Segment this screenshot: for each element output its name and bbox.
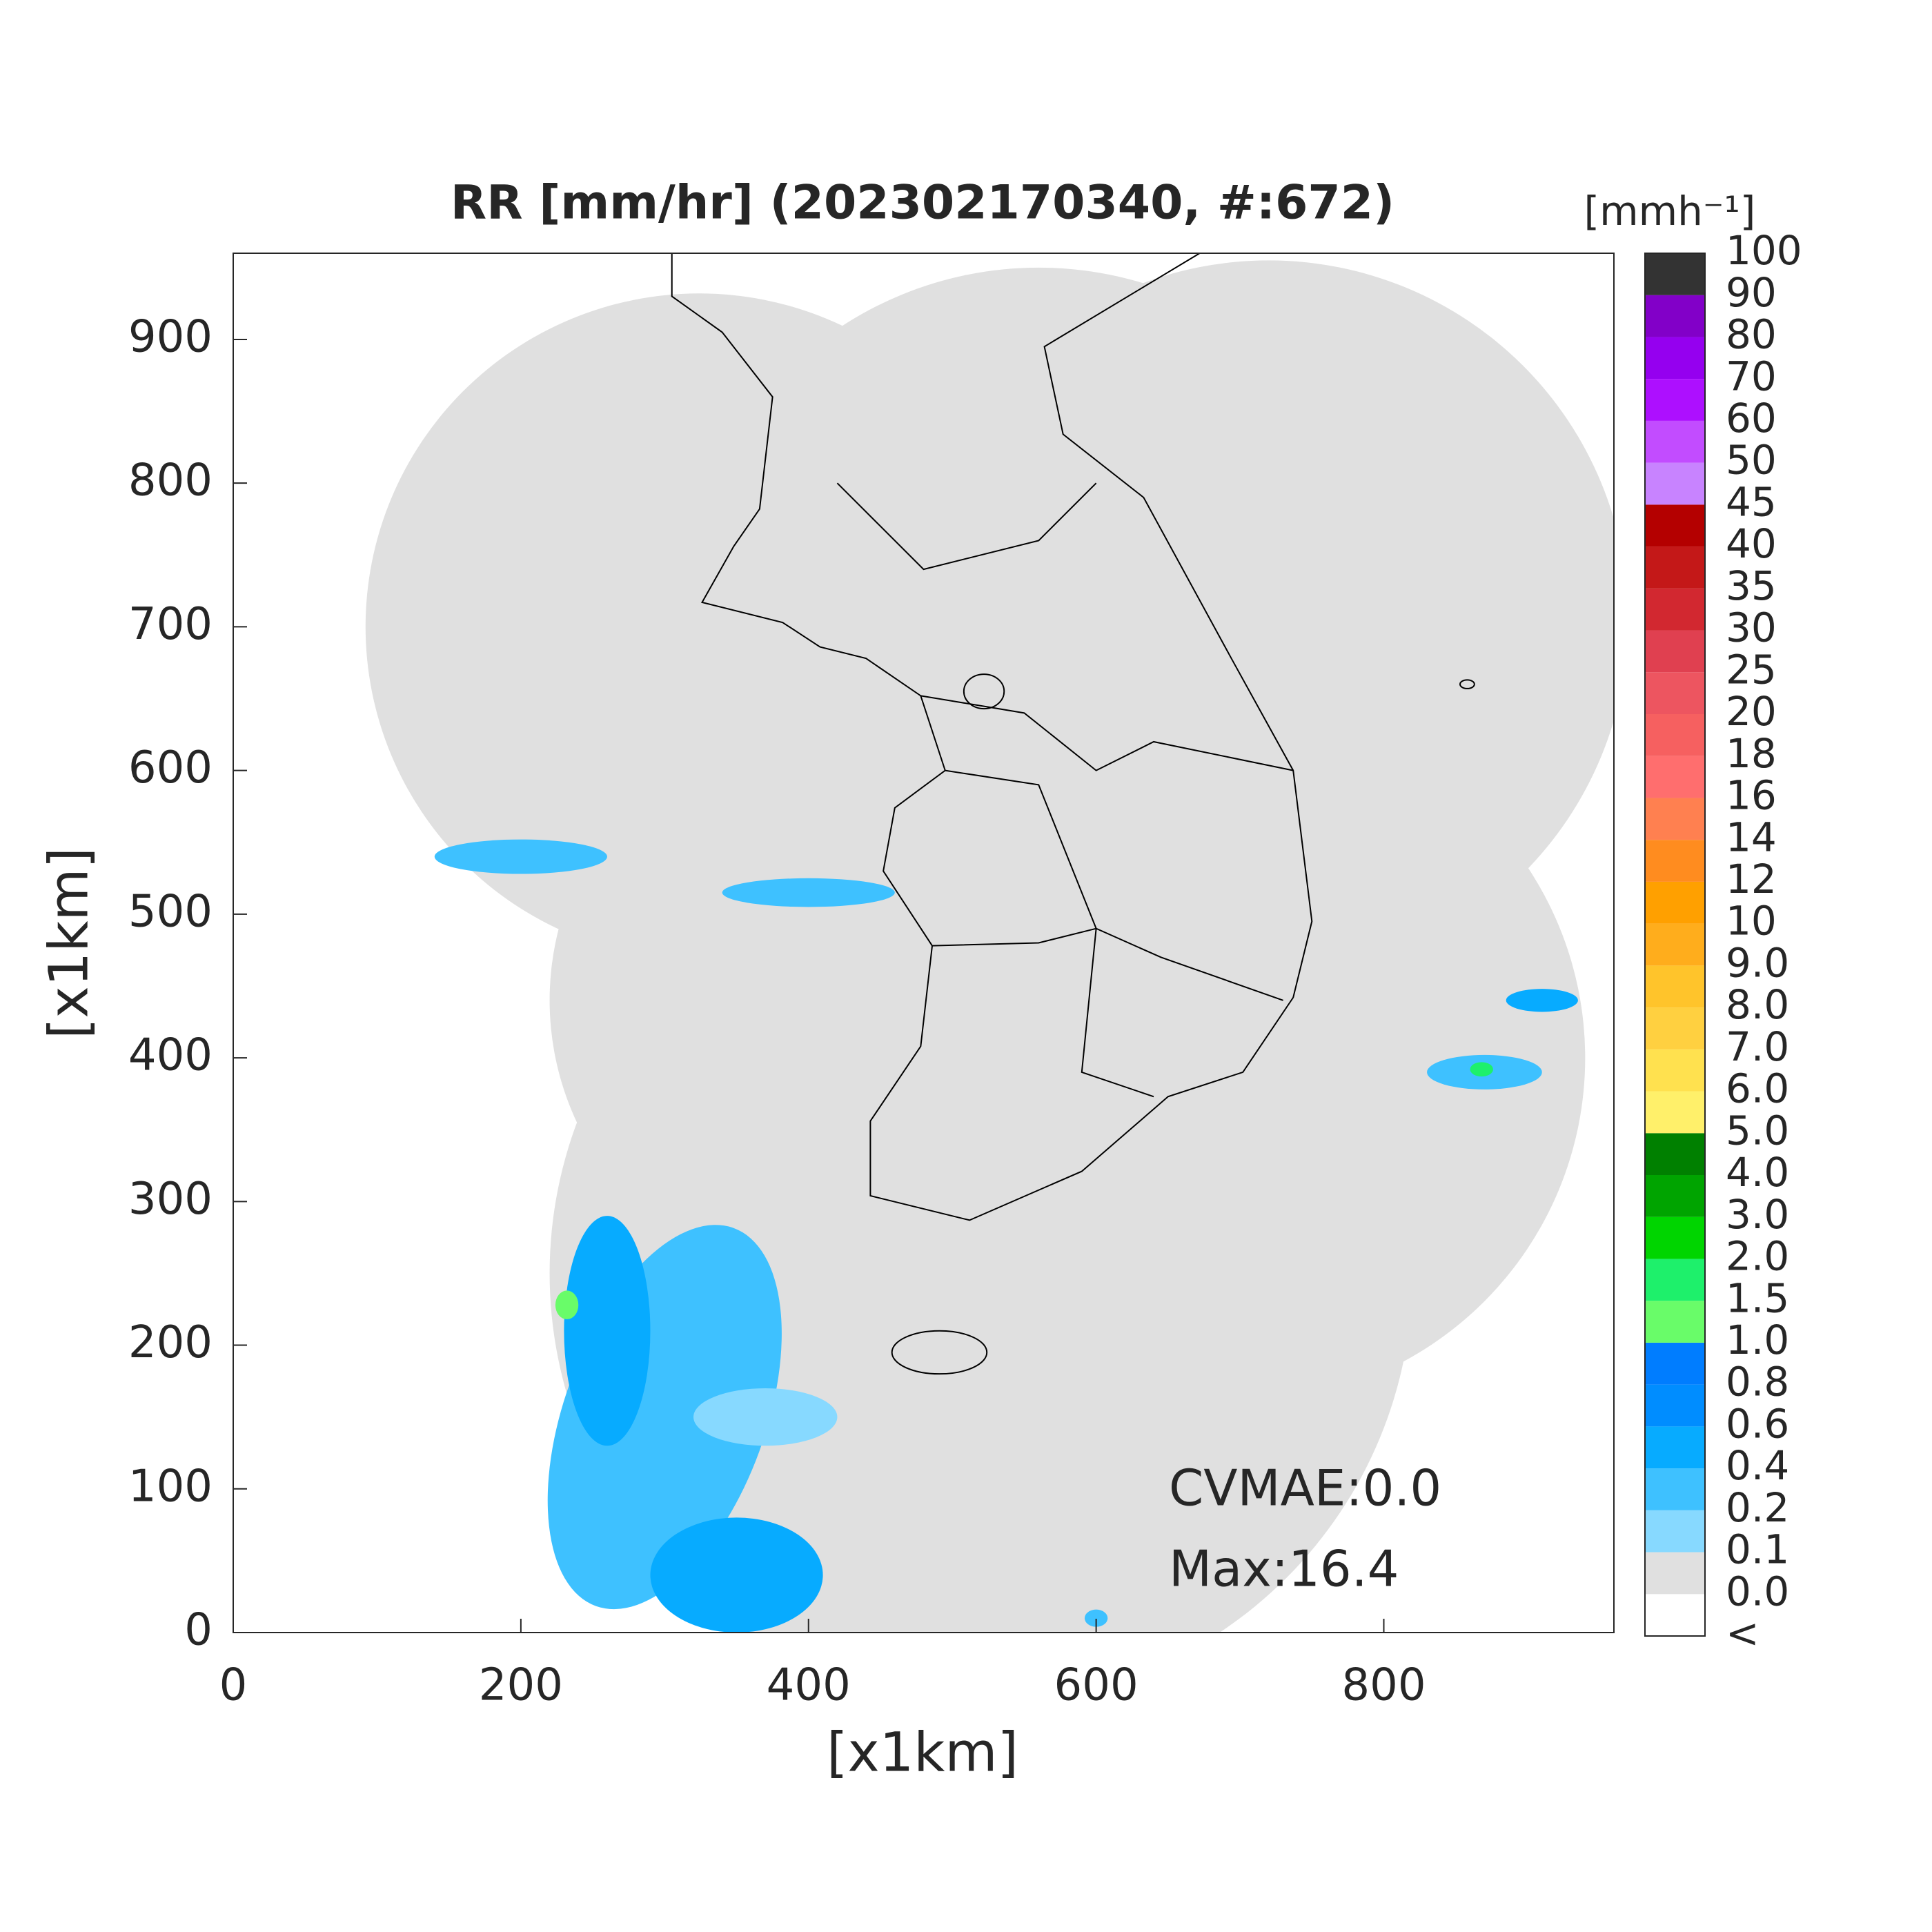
colorbar-segment (1645, 1594, 1705, 1636)
x-tick-label: 400 (767, 1660, 851, 1711)
colorbar-segment (1645, 253, 1705, 295)
colorbar-segment (1645, 1091, 1705, 1134)
y-tick-label: 0 (184, 1605, 213, 1656)
colorbar-tick-label: 7.0 (1726, 1023, 1789, 1070)
colorbar-segment (1645, 1510, 1705, 1552)
colorbar-tick-label: 70 (1726, 353, 1777, 400)
colorbar-segment (1645, 756, 1705, 798)
map-geometry (365, 253, 1614, 1633)
colorbar-tick-label: 9.0 (1726, 939, 1789, 986)
colorbar-segment (1645, 1468, 1705, 1510)
colorbar-segment (1645, 881, 1705, 924)
y-tick-label: 400 (128, 1030, 213, 1081)
colorbar-segment (1645, 588, 1705, 631)
colorbar-segment (1645, 923, 1705, 966)
colorbar-frame (1644, 253, 1706, 1637)
colorbar-tick-label: 0.8 (1726, 1359, 1789, 1406)
colorbar-tick-label: 0.1 (1726, 1526, 1789, 1573)
colorbar-tick-label: < (1726, 1610, 1759, 1657)
colorbar-segment (1645, 1259, 1705, 1301)
y-tick-label: 500 (128, 886, 213, 937)
coastline (672, 253, 1475, 1374)
colorbar-tick-label: 60 (1726, 395, 1777, 442)
colorbar-tick-label: 3.0 (1726, 1191, 1789, 1238)
colorbar-tick-label: 0.2 (1726, 1484, 1789, 1531)
colorbar-segment (1645, 1384, 1705, 1427)
colorbar-segment (1645, 965, 1705, 1008)
colorbar-segment (1645, 1342, 1705, 1385)
y-axis-label: [x1km] (38, 847, 100, 1039)
y-tick-label: 100 (128, 1461, 213, 1512)
precipitation (434, 839, 1578, 1633)
colorbar-tick-label: 8.0 (1726, 981, 1789, 1028)
colorbar-tick-label: 50 (1726, 437, 1777, 484)
colorbar-segment (1645, 337, 1705, 379)
colorbar-tick-label: 1.5 (1726, 1274, 1789, 1321)
x-tick-label: 800 (1341, 1660, 1426, 1711)
colorbar-tick-label: 35 (1726, 562, 1777, 609)
chart-title: RR [mm/hr] (202302170340, #:672) (451, 176, 1394, 230)
colorbar-tick-label: 100 (1726, 227, 1802, 274)
colorbar-segment (1645, 504, 1705, 547)
y-tick-label: 200 (128, 1317, 213, 1368)
colorbar-tick-label: 40 (1726, 520, 1777, 567)
colorbar-segment (1645, 840, 1705, 882)
colorbar-tick-label: 4.0 (1726, 1149, 1789, 1196)
colorbar-segment (1645, 1216, 1705, 1259)
colorbar-segment (1645, 630, 1705, 673)
y-tick-label: 700 (128, 599, 213, 650)
colorbar-tick-label: 25 (1726, 646, 1777, 693)
colorbar-tick-label: 20 (1726, 688, 1777, 735)
colorbar-segment (1645, 1007, 1705, 1049)
colorbar-segment (1645, 1133, 1705, 1175)
y-tick-label: 800 (128, 455, 213, 506)
colorbar-tick-label: 2.0 (1726, 1233, 1789, 1280)
colorbar-segment (1645, 379, 1705, 421)
colorbar-segment (1645, 1426, 1705, 1469)
colorbar-segment (1645, 420, 1705, 463)
colorbar-tick-label: 5.0 (1726, 1107, 1789, 1154)
colorbar-tick-label: 0.6 (1726, 1400, 1789, 1447)
x-tick-label: 0 (219, 1660, 248, 1711)
x-tick-label: 600 (1054, 1660, 1138, 1711)
radar-coverage (365, 260, 1614, 1633)
y-tick-label: 300 (128, 1174, 213, 1225)
colorbar-segment (1645, 546, 1705, 589)
colorbar-segment (1645, 714, 1705, 756)
colorbar-tick-label: 0.0 (1726, 1568, 1789, 1615)
colorbar-segment (1645, 1301, 1705, 1343)
colorbar-segment (1645, 672, 1705, 714)
colorbar-tick-label: 90 (1726, 269, 1777, 316)
colorbar-tick-label: 6.0 (1726, 1065, 1789, 1112)
map-layer (365, 253, 1614, 1633)
y-tick-label: 900 (128, 312, 213, 363)
colorbar-tick-label: 80 (1726, 311, 1777, 358)
colorbar-segment (1645, 798, 1705, 840)
colorbar-segment (1645, 1175, 1705, 1217)
colorbar-tick-label: 12 (1726, 856, 1777, 903)
colorbar-segment (1645, 462, 1705, 505)
colorbar-label: [mmh⁻¹] (1584, 188, 1756, 235)
annotation: CVMAE:0.0 (1169, 1459, 1441, 1517)
colorbar-segment (1645, 1049, 1705, 1092)
x-tick-label: 200 (479, 1660, 563, 1711)
colorbar-tick-label: 14 (1726, 814, 1777, 860)
axes-frame (233, 253, 1615, 1633)
y-tick-label: 600 (128, 742, 213, 793)
colorbar-tick-label: 10 (1726, 898, 1777, 945)
colorbar-segment (1645, 295, 1705, 337)
colorbar-tick-label: 0.4 (1726, 1442, 1789, 1489)
colorbar-tick-label: 16 (1726, 772, 1777, 819)
x-axis-label: [x1km] (827, 1722, 1018, 1784)
colorbar-tick-label: 45 (1726, 478, 1777, 525)
colorbar-tick-label: 1.0 (1726, 1317, 1789, 1363)
annotation: Max:16.4 (1169, 1540, 1399, 1598)
colorbar-tick-label: 30 (1726, 604, 1777, 651)
colorbar-tick-label: 18 (1726, 730, 1777, 777)
colorbar-segment (1645, 1552, 1705, 1595)
